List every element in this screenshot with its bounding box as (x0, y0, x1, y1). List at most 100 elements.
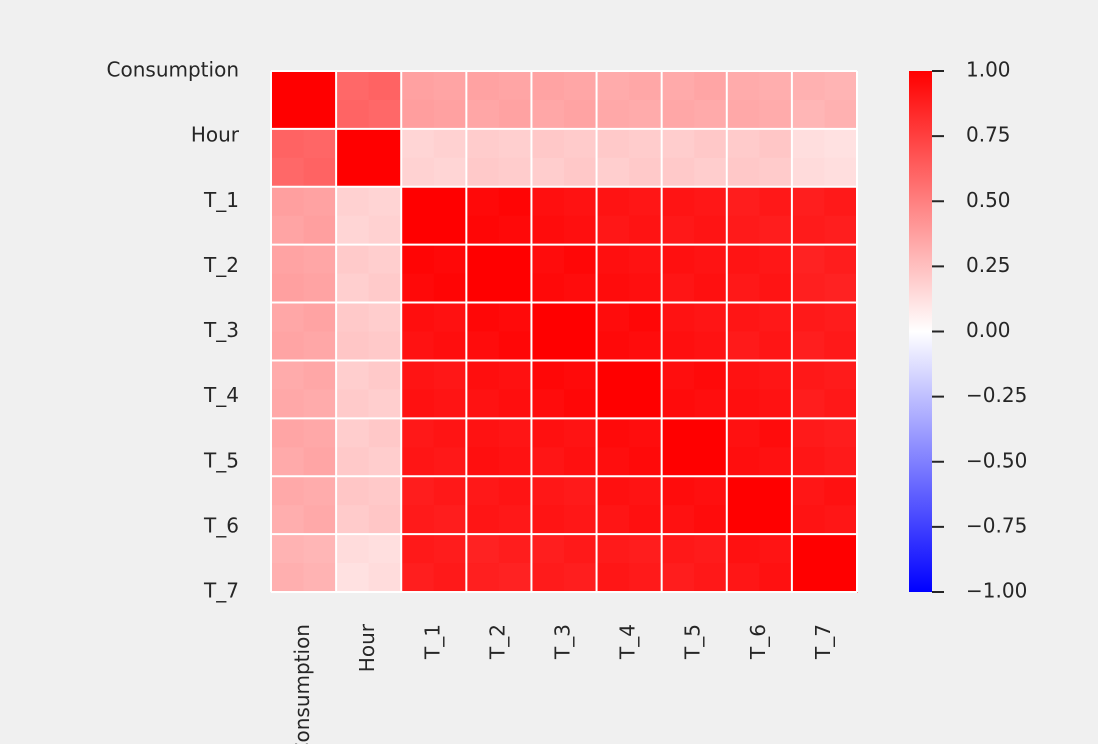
heatmap-cell (694, 447, 728, 477)
heatmap-cell (694, 360, 728, 390)
heatmap-cell (564, 186, 598, 217)
heatmap-cell (661, 389, 695, 419)
heatmap-cell (661, 99, 695, 130)
heatmap-cell (368, 273, 402, 304)
heatmap-cell (466, 71, 500, 101)
heatmap-cell (596, 215, 630, 246)
heatmap-cell (759, 186, 793, 217)
heatmap-cell (466, 360, 500, 390)
heatmap-cell (498, 128, 533, 159)
row-tick-label: T_4 (203, 383, 239, 407)
row-tick-label: T_5 (203, 448, 239, 472)
heatmap-cell (531, 273, 565, 304)
heatmap-cell (401, 215, 435, 246)
heatmap-cell (531, 157, 565, 188)
heatmap-cell (433, 99, 467, 130)
colorbar-tick-label: 1.00 (966, 58, 1011, 82)
colorbar-tick-label: −0.25 (966, 383, 1027, 407)
heatmap-cell (368, 99, 402, 130)
heatmap-cell (303, 215, 337, 246)
colorbar-tick-label: −0.50 (966, 448, 1027, 472)
column-tick-label: T_2 (485, 624, 509, 660)
heatmap-cell (433, 534, 467, 564)
heatmap-cell (531, 505, 565, 535)
heatmap-cell (401, 331, 435, 362)
heatmap-cell (466, 563, 500, 593)
heatmap-cell (791, 244, 826, 275)
heatmap-cell (596, 476, 630, 506)
heatmap-cell (433, 389, 467, 419)
heatmap-cell (824, 128, 858, 159)
heatmap-cell (661, 418, 695, 448)
column-labels: Consumption Hour T_1 T_2 T_3 T_4 T_5 T_6 T_7 (290, 623, 835, 744)
heatmap-cell (564, 71, 598, 101)
heatmap-cell (336, 476, 370, 506)
heatmap-cell (661, 273, 695, 304)
heatmap-cell (791, 99, 826, 130)
heatmap-cell (726, 447, 760, 477)
heatmap-cell (303, 273, 337, 304)
heatmap-cell (759, 360, 793, 390)
heatmap-cell (401, 71, 435, 101)
heatmap-cell (661, 244, 695, 275)
heatmap-cell (726, 505, 760, 535)
heatmap-cell (303, 71, 337, 101)
heatmap-cell (498, 476, 533, 506)
heatmap-cell (401, 360, 435, 390)
heatmap-cell (271, 99, 305, 130)
heatmap-cell (433, 418, 467, 448)
heatmap-cell (433, 360, 467, 390)
heatmap-cell (401, 128, 435, 159)
heatmap-cell (336, 534, 370, 564)
heatmap-cell (694, 505, 728, 535)
heatmap-cell (271, 186, 305, 217)
heatmap-cell (271, 244, 305, 275)
heatmap-cell (694, 186, 728, 217)
heatmap-cell (368, 157, 402, 188)
heatmap-cell (694, 418, 728, 448)
heatmap-cell (498, 244, 533, 275)
colorbar: 1.00 0.75 0.50 0.25 0.00 −0.25 −0.50 −0.75 −1.00 (909, 58, 1027, 603)
heatmap-cell (466, 157, 500, 188)
row-labels: Consumption Hour T_1 T_2 T_3 T_4 T_5 T_6 T_7 (107, 58, 240, 603)
heatmap-cell (466, 447, 500, 477)
column-tick-label: T_5 (681, 624, 705, 660)
heatmap-cell (791, 418, 826, 448)
heatmap-cell (336, 128, 370, 159)
heatmap-cell (336, 302, 370, 333)
heatmap-cell (824, 505, 858, 535)
heatmap-cell (271, 157, 305, 188)
heatmap-cell (694, 215, 728, 246)
heatmap-cell (596, 273, 630, 304)
heatmap-cell (498, 447, 533, 477)
heatmap-cell (824, 273, 858, 304)
heatmap-cell (531, 360, 565, 390)
heatmap-cell (368, 476, 402, 506)
heatmap-cell (726, 360, 760, 390)
heatmap-cell (824, 360, 858, 390)
heatmap-cell (303, 128, 337, 159)
heatmap-cell (401, 418, 435, 448)
heatmap-cell (498, 186, 533, 217)
heatmap-cell (726, 244, 760, 275)
heatmap-cell (564, 476, 598, 506)
heatmap-cell (564, 99, 598, 130)
heatmap-cell (791, 273, 826, 304)
heatmap-cell (694, 99, 728, 130)
heatmap-cell (401, 186, 435, 217)
heatmap-cell (336, 99, 370, 130)
column-tick-label: Hour (355, 623, 379, 672)
heatmap-cell (661, 215, 695, 246)
heatmap-cell (791, 563, 826, 593)
heatmap-cell (498, 302, 533, 333)
heatmap-cell (433, 157, 467, 188)
heatmap-cell (661, 505, 695, 535)
heatmap-cell (466, 476, 500, 506)
heatmap-cell (303, 418, 337, 448)
heatmap-cell (791, 476, 826, 506)
heatmap-cell (368, 331, 402, 362)
heatmap-cell (466, 534, 500, 564)
heatmap-cell (629, 273, 663, 304)
row-tick-label: T_6 (203, 513, 239, 537)
